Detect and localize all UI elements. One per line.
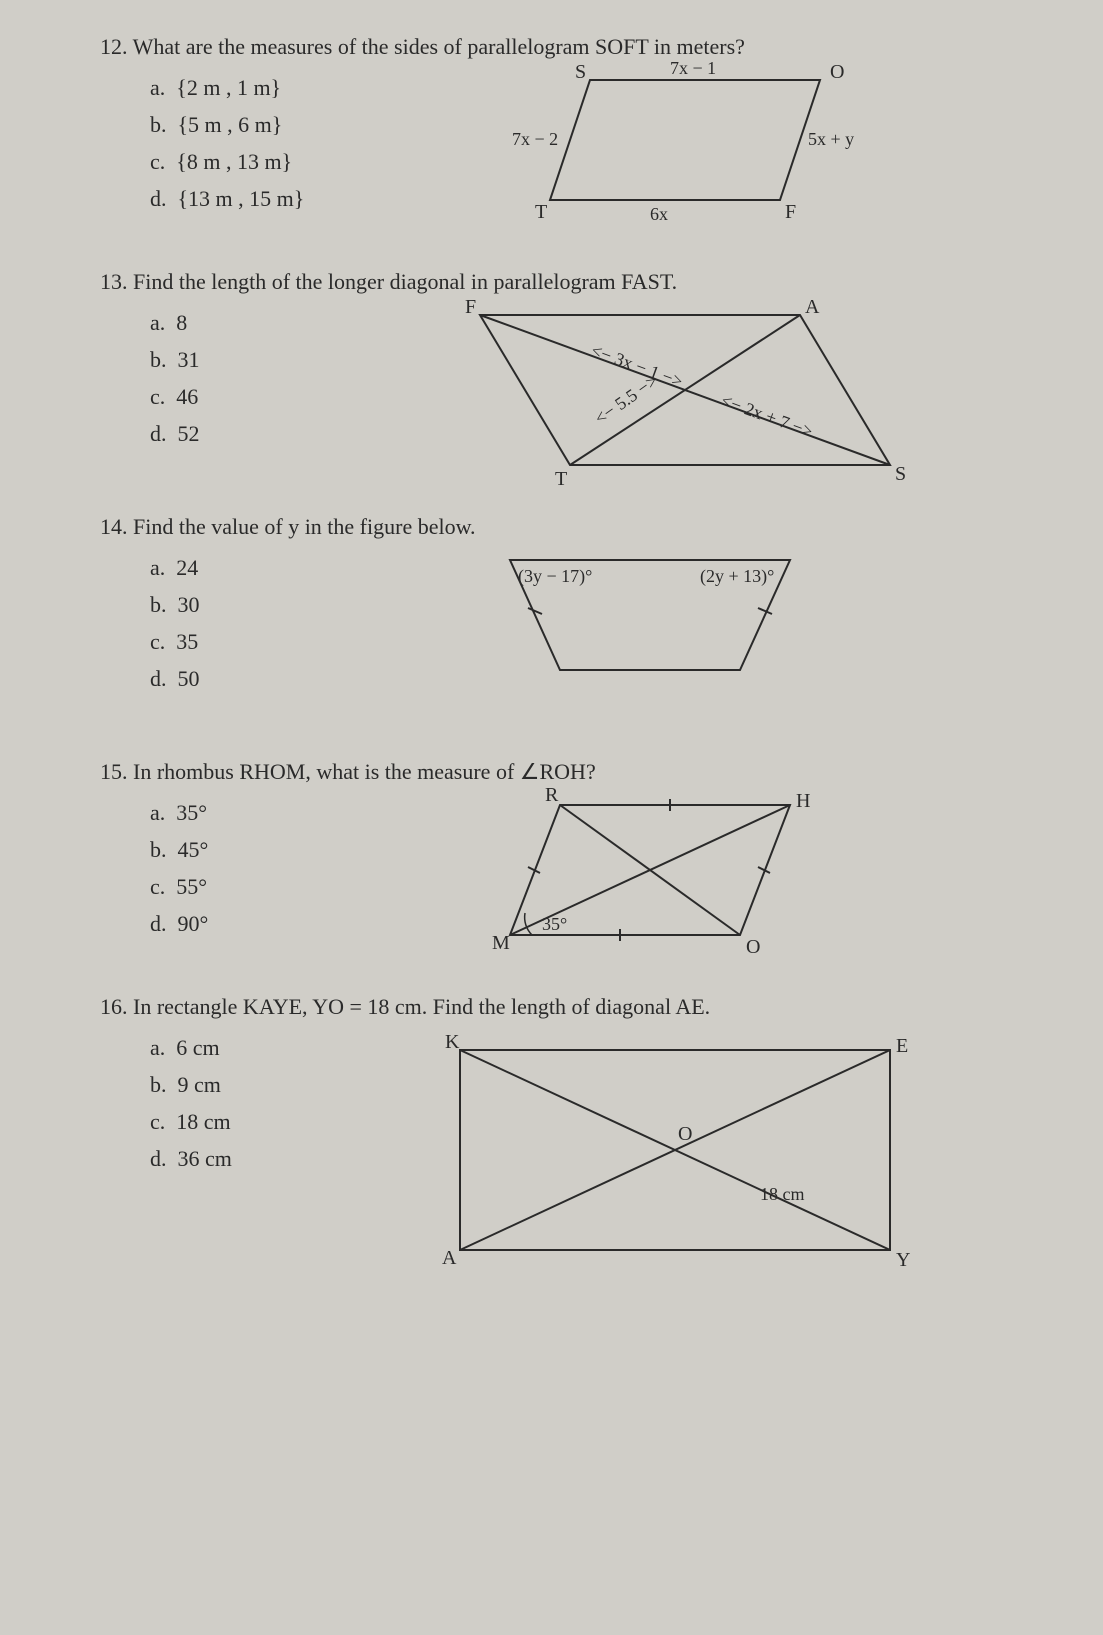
vertex-m: M [492, 932, 510, 954]
angle-left: (3y − 17)° [518, 566, 592, 587]
side-right: 5x + y [808, 129, 854, 149]
q16-prompt: In rectangle KAYE, YO = 18 cm. Find the … [133, 994, 710, 1019]
vertex-k: K [445, 1031, 460, 1053]
side-left: 7x − 2 [512, 129, 558, 149]
seg-5-5: <− 5.5 −> [591, 371, 662, 429]
q14-text: 14. Find the value of y in the figure be… [100, 510, 1033, 543]
vertex-o: O [830, 61, 844, 83]
q15-number: 15. [100, 759, 128, 784]
question-15: 15. In rhombus RHOM, what is the measure… [100, 755, 1033, 940]
vertex-a: A [442, 1247, 457, 1269]
vertex-a: A [805, 296, 820, 318]
vertex-e: E [896, 1035, 908, 1057]
q12-prompt: What are the measures of the sides of pa… [133, 34, 745, 59]
vertex-t: T [555, 468, 567, 490]
question-14: 14. Find the value of y in the figure be… [100, 510, 1033, 695]
q16-number: 16. [100, 994, 128, 1019]
q13-text: 13. Find the length of the longer diagon… [100, 265, 1033, 298]
q15-prompt: In rhombus RHOM, what is the measure of … [133, 759, 596, 784]
vertex-o: O [746, 936, 760, 958]
vertex-t: T [535, 201, 547, 223]
vertex-f: F [785, 201, 796, 223]
side-top: 7x − 1 [670, 58, 716, 78]
q12-figure: S O T F 7x − 1 7x − 2 5x + y 6x [500, 60, 900, 239]
angle-right: (2y + 13)° [700, 566, 774, 587]
q14-number: 14. [100, 514, 128, 539]
seg-2x-7: <− 2x + 7 −> [719, 390, 816, 442]
question-12: 12. What are the measures of the sides o… [100, 30, 1033, 215]
q14-figure: (3y − 17)° (2y + 13)° [460, 540, 860, 699]
q16-text: 16. In rectangle KAYE, YO = 18 cm. Find … [100, 990, 1033, 1023]
question-16: 16. In rectangle KAYE, YO = 18 cm. Find … [100, 990, 1033, 1175]
vertex-s: S [895, 463, 906, 485]
seg-18cm: 18 cm [760, 1184, 805, 1204]
vertex-o-center: O [678, 1123, 692, 1145]
side-bottom: 6x [650, 204, 668, 224]
vertex-s: S [575, 61, 586, 83]
q16-figure: K E A Y O 18 cm [410, 1030, 930, 1289]
q12-text: 12. What are the measures of the sides o… [100, 30, 1033, 63]
q13-prompt: Find the length of the longer diagonal i… [133, 269, 677, 294]
q15-figure: R H M O 35° [470, 785, 850, 974]
vertex-h: H [796, 790, 810, 812]
q13-figure: F A T S <− 3x − 1 −> <− 5.5 −> <− 2x + 7… [430, 295, 930, 504]
vertex-y: Y [896, 1249, 910, 1271]
q15-text: 15. In rhombus RHOM, what is the measure… [100, 755, 1033, 788]
q14-prompt: Find the value of y in the figure below. [133, 514, 476, 539]
angle-35: 35° [542, 914, 567, 934]
vertex-f: F [465, 296, 476, 318]
q12-number: 12. [100, 34, 128, 59]
q13-number: 13. [100, 269, 128, 294]
question-13: 13. Find the length of the longer diagon… [100, 265, 1033, 450]
vertex-r: R [545, 784, 559, 806]
